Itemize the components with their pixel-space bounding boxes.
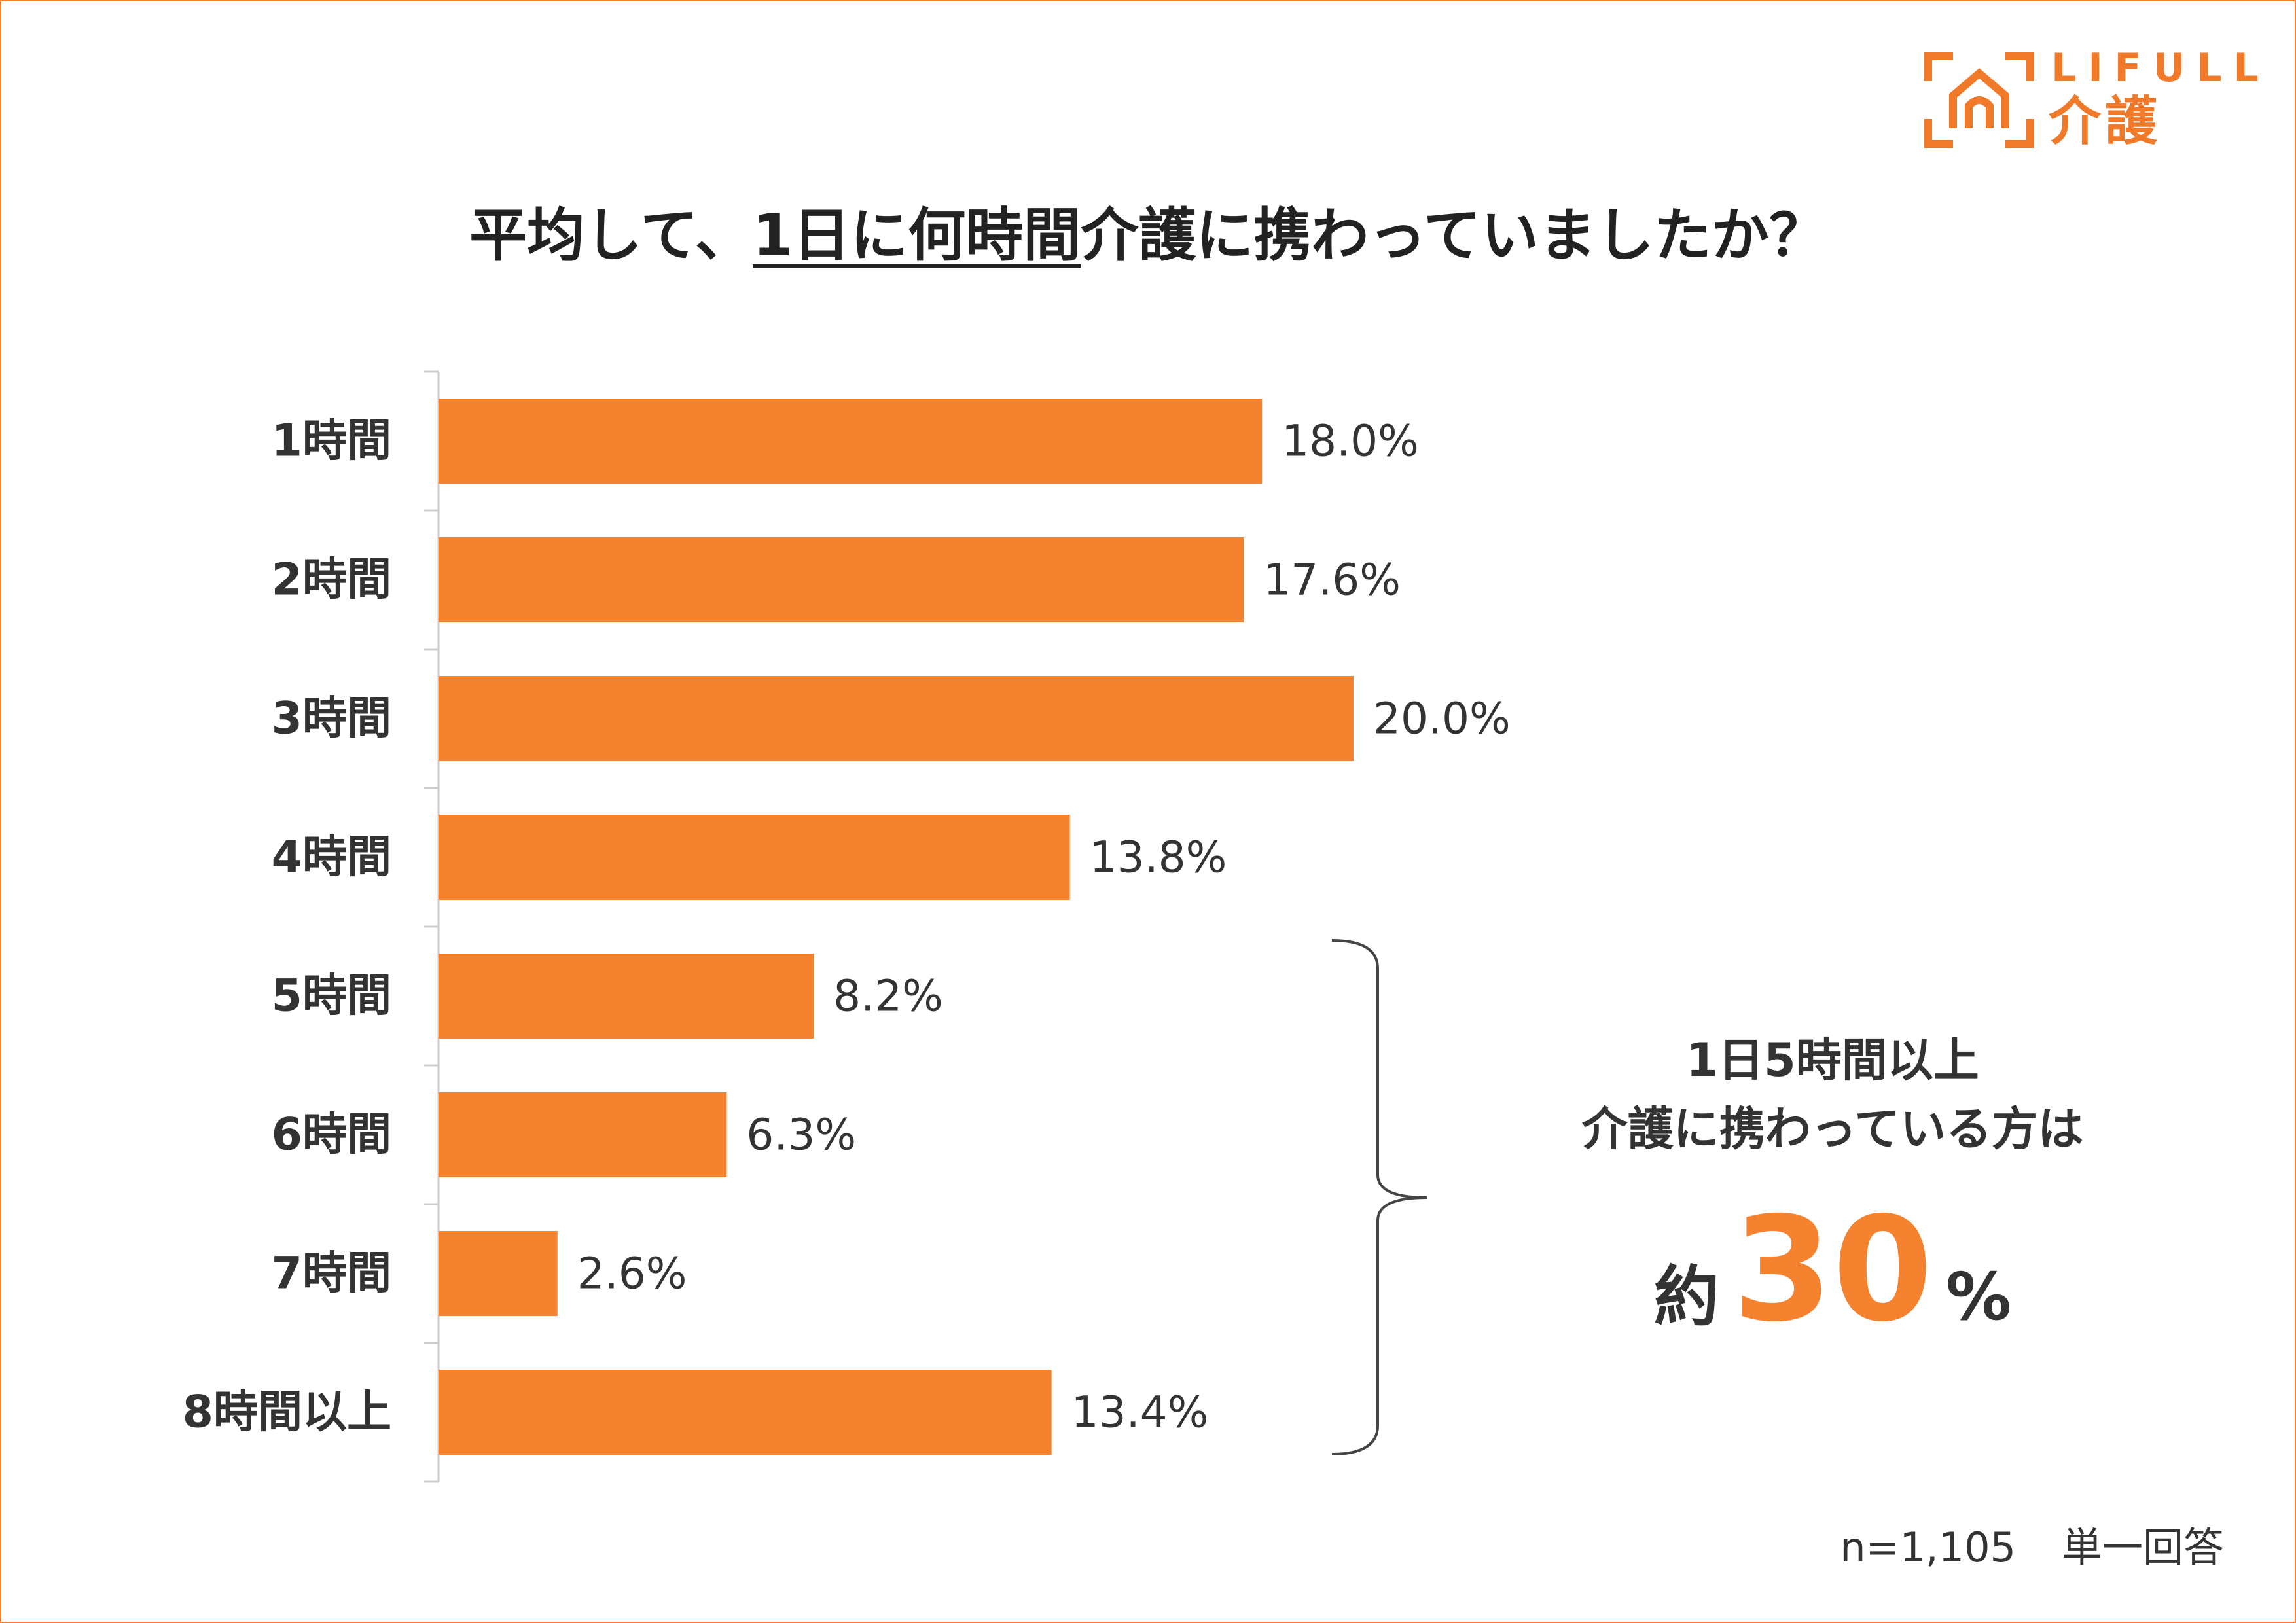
value-label: 6.3%	[746, 1110, 856, 1160]
value-label: 20.0%	[1373, 694, 1511, 744]
category-label: 4時間	[272, 832, 391, 883]
callout-prefix: 約	[1653, 1258, 1719, 1335]
callout-number: 30	[1732, 1186, 1933, 1353]
callout-highlight: 約30%	[1473, 1198, 2193, 1388]
title-after: 介護に携わっていましたか？	[1081, 202, 1827, 269]
footnote: n=1,105 単一回答	[1840, 1522, 2224, 1574]
callout-suffix: %	[1945, 1258, 2012, 1335]
bar	[439, 399, 1263, 484]
callout-line1: 1日5時間以上	[1686, 1033, 1979, 1087]
value-label: 18.0%	[1282, 416, 1419, 467]
sample-size: n=1,105	[1840, 1524, 2016, 1571]
value-label: 8.2%	[833, 971, 943, 1022]
value-label: 2.6%	[577, 1249, 687, 1299]
house-logo-icon	[1924, 52, 2034, 148]
category-label: 2時間	[272, 554, 391, 606]
logo-wordmark: LIFULL	[2051, 45, 2270, 91]
category-label: 1時間	[272, 416, 391, 467]
category-label: 3時間	[272, 693, 391, 745]
value-label: 17.6%	[1263, 555, 1401, 605]
bar	[439, 1092, 727, 1177]
title-before: 平均して、	[469, 202, 753, 269]
bar	[439, 815, 1070, 900]
category-label: 8時間以上	[183, 1387, 391, 1438]
chart-title: 平均して、1日に何時間介護に携わっていましたか？	[0, 196, 2296, 275]
value-label: 13.8%	[1090, 832, 1227, 883]
bar	[439, 676, 1354, 761]
category-label: 7時間	[272, 1248, 391, 1300]
category-label: 5時間	[272, 971, 391, 1022]
answer-type: 単一回答	[2061, 1524, 2224, 1571]
title-underlined: 1日に何時間	[753, 202, 1081, 269]
bar	[439, 954, 814, 1039]
value-label: 13.4%	[1071, 1387, 1209, 1438]
bar	[439, 537, 1244, 622]
logo-subtitle: 介護	[2049, 91, 2161, 152]
bar	[439, 1370, 1052, 1455]
bar	[439, 1231, 558, 1316]
category-label: 6時間	[272, 1109, 391, 1161]
callout-line2: 介護に携わっている方は	[1581, 1102, 2084, 1156]
